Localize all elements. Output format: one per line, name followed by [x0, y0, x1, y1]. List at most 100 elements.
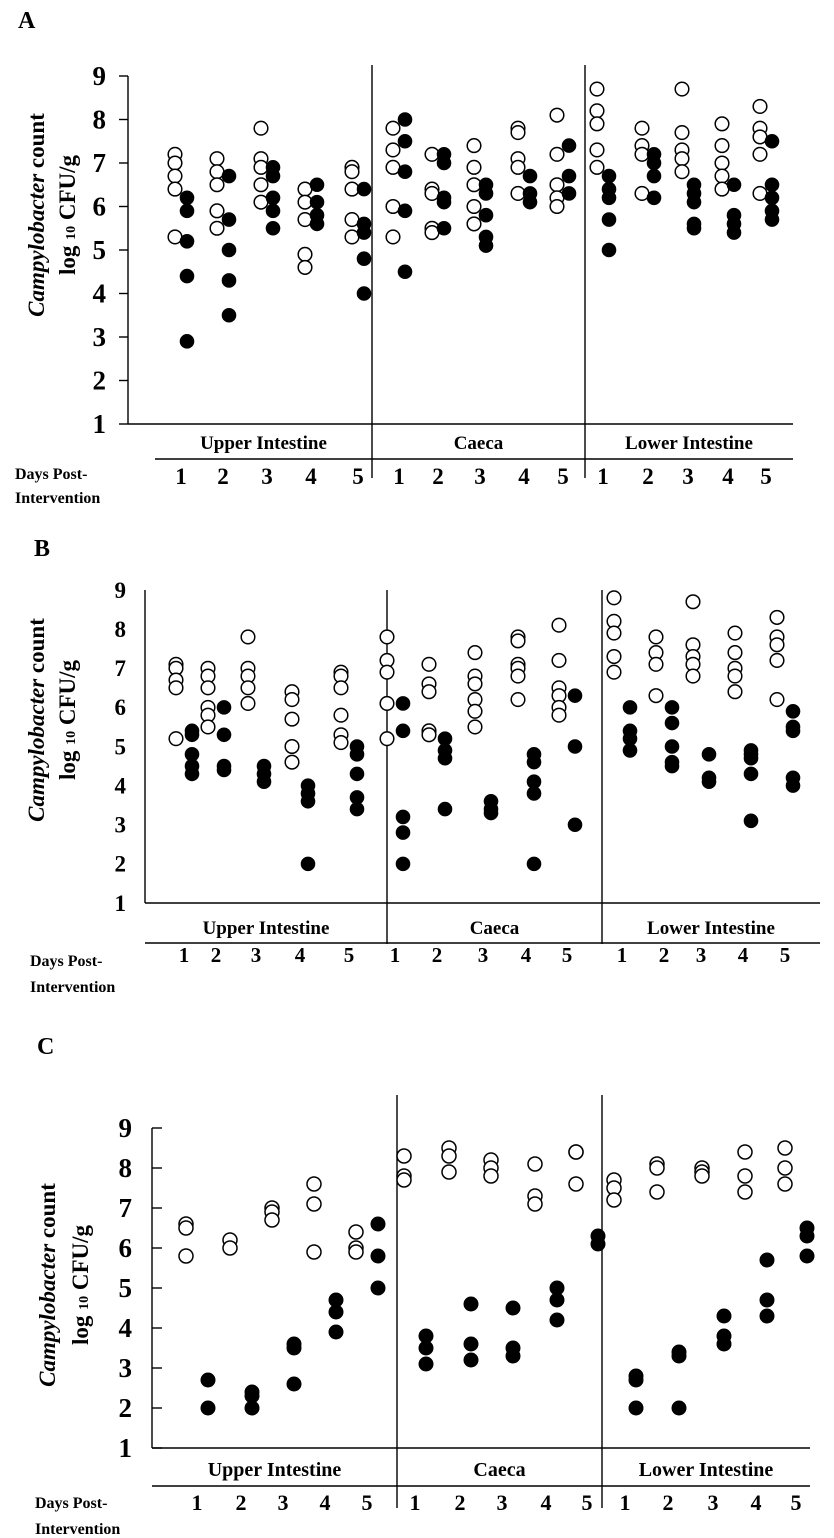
y-tick-label: 5 [93, 235, 107, 265]
filled-point [398, 204, 412, 218]
open-point [254, 121, 268, 135]
filled-point [396, 697, 410, 711]
filled-point [357, 287, 371, 301]
filled-point [765, 191, 779, 205]
filled-point [672, 1401, 686, 1415]
filled-point [760, 1309, 774, 1323]
filled-point [329, 1305, 343, 1319]
filled-point [727, 226, 741, 240]
day-tick-label: 3 [261, 464, 273, 489]
filled-point [527, 755, 541, 769]
open-point [778, 1161, 792, 1175]
day-tick-label: 5 [562, 943, 573, 967]
day-tick-label: 3 [251, 943, 262, 967]
group-label: Caeca [454, 433, 504, 454]
open-point [550, 200, 564, 214]
filled-point [765, 213, 779, 227]
day-tick-label: 5 [582, 1490, 593, 1515]
day-tick-label: 3 [474, 464, 486, 489]
day-tick-label: 3 [478, 943, 489, 967]
filled-point [396, 810, 410, 824]
filled-point [301, 857, 315, 871]
filled-point [562, 169, 576, 183]
filled-point [623, 701, 637, 715]
open-point [201, 720, 215, 734]
group-label: Upper Intestine [208, 1459, 342, 1481]
filled-point [717, 1309, 731, 1323]
filled-point [257, 775, 271, 789]
open-point [285, 693, 299, 707]
open-point [728, 626, 742, 640]
open-point [715, 169, 729, 183]
x-axis-title-line2: Intervention [30, 979, 115, 996]
filled-point [437, 221, 451, 235]
filled-point [185, 767, 199, 781]
open-point [569, 1177, 583, 1191]
panel-label: C [37, 1034, 54, 1060]
filled-point [786, 724, 800, 738]
open-point [607, 665, 621, 679]
open-point [241, 630, 255, 644]
filled-point [523, 169, 537, 183]
y-tick-label: 8 [115, 617, 127, 642]
filled-point [717, 1337, 731, 1351]
filled-point [562, 139, 576, 153]
filled-point [464, 1337, 478, 1351]
y-tick-label: 9 [115, 578, 127, 603]
open-point [334, 708, 348, 722]
day-tick-label: 5 [557, 464, 569, 489]
group-label: Lower Intestine [647, 918, 775, 939]
y-tick-label: 9 [119, 1113, 133, 1143]
open-point [380, 732, 394, 746]
y-tick-label: 7 [93, 148, 107, 178]
day-tick-label: 4 [541, 1490, 552, 1515]
open-point [728, 685, 742, 699]
open-point [528, 1157, 542, 1171]
filled-point [438, 751, 452, 765]
filled-point [665, 716, 679, 730]
open-point [345, 165, 359, 179]
day-tick-label: 5 [344, 943, 355, 967]
day-tick-label: 5 [780, 943, 791, 967]
filled-point [760, 1293, 774, 1307]
open-point [386, 230, 400, 244]
day-tick-label: 2 [211, 943, 222, 967]
day-tick-label: 4 [518, 464, 530, 489]
day-tick-label: 4 [751, 1490, 762, 1515]
y-axis-label-unit: log 10 CFU/g [68, 1224, 93, 1345]
filled-point [201, 1373, 215, 1387]
day-tick-label: 1 [393, 464, 405, 489]
filled-point [623, 744, 637, 758]
open-point [285, 740, 299, 754]
day-tick-label: 5 [791, 1490, 802, 1515]
filled-point [786, 704, 800, 718]
day-tick-label: 1 [597, 464, 609, 489]
open-point [552, 654, 566, 668]
open-point [511, 669, 525, 683]
x-axis-title-line1: Days Post- [30, 953, 102, 970]
open-point [334, 736, 348, 750]
y-tick-label: 4 [115, 773, 127, 798]
open-point [590, 104, 604, 118]
open-point [210, 178, 224, 192]
filled-point [398, 165, 412, 179]
x-axis-title-line2: Intervention [35, 1521, 120, 1538]
day-tick-label: 4 [305, 464, 317, 489]
open-point [422, 728, 436, 742]
filled-point [800, 1249, 814, 1263]
open-point [686, 669, 700, 683]
filled-point [479, 208, 493, 222]
open-point [715, 139, 729, 153]
filled-point [464, 1353, 478, 1367]
filled-point [437, 195, 451, 209]
open-point [201, 681, 215, 695]
open-point [307, 1177, 321, 1191]
y-axis-label-suffix: count [24, 618, 49, 679]
filled-point [398, 134, 412, 148]
open-point [778, 1141, 792, 1155]
open-point [241, 681, 255, 695]
filled-point [266, 191, 280, 205]
open-point [590, 143, 604, 157]
open-point [210, 204, 224, 218]
